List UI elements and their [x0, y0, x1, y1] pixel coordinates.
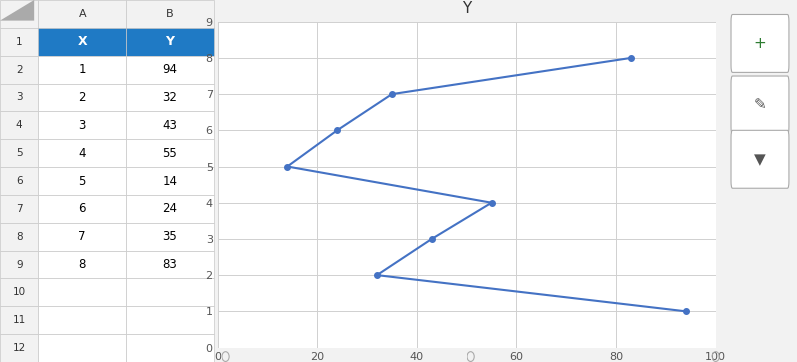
Bar: [38, 334, 126, 362]
Text: 4: 4: [16, 120, 22, 130]
Bar: [0, 84, 38, 111]
Text: 6: 6: [16, 176, 22, 186]
Bar: [126, 139, 214, 167]
Text: 8: 8: [79, 258, 86, 271]
Bar: [38, 28, 126, 56]
Bar: [38, 195, 126, 223]
Bar: [126, 28, 214, 56]
FancyBboxPatch shape: [731, 76, 789, 134]
Text: 7: 7: [78, 230, 86, 243]
Bar: [38, 84, 126, 111]
Bar: [0, 139, 38, 167]
Bar: [0, 306, 38, 334]
Text: 14: 14: [163, 174, 177, 188]
Text: 9: 9: [16, 260, 22, 270]
Bar: [0, 334, 38, 362]
Text: 3: 3: [79, 119, 86, 132]
Bar: [126, 306, 214, 334]
Bar: [38, 0, 126, 28]
Bar: [0, 167, 38, 195]
Text: 35: 35: [163, 230, 177, 243]
Text: 55: 55: [163, 147, 177, 160]
Bar: [0, 0, 38, 28]
Bar: [38, 167, 126, 195]
Text: 3: 3: [16, 92, 22, 102]
Text: 1: 1: [78, 63, 86, 76]
Text: 2: 2: [78, 91, 86, 104]
Text: 2: 2: [16, 64, 22, 75]
Text: 7: 7: [16, 204, 22, 214]
Bar: [126, 56, 214, 84]
Text: A: A: [78, 9, 86, 19]
Text: 5: 5: [79, 174, 86, 188]
Bar: [126, 251, 214, 278]
Text: 6: 6: [78, 202, 86, 215]
Bar: [38, 139, 126, 167]
Title: Y: Y: [462, 1, 471, 16]
Text: ▼: ▼: [754, 152, 766, 167]
Bar: [126, 84, 214, 111]
Bar: [126, 223, 214, 251]
Bar: [126, 0, 214, 28]
Bar: [38, 306, 126, 334]
Text: 43: 43: [163, 119, 177, 132]
Text: 5: 5: [16, 148, 22, 158]
Bar: [0, 195, 38, 223]
Bar: [38, 223, 126, 251]
Text: X: X: [77, 35, 87, 48]
Bar: [0, 28, 38, 56]
Text: 4: 4: [78, 147, 86, 160]
Bar: [126, 111, 214, 139]
Text: 83: 83: [163, 258, 177, 271]
Polygon shape: [0, 0, 34, 21]
Bar: [0, 111, 38, 139]
FancyBboxPatch shape: [731, 14, 789, 72]
Text: 32: 32: [163, 91, 177, 104]
Text: +: +: [754, 36, 767, 51]
Text: 12: 12: [13, 343, 26, 353]
Bar: [126, 195, 214, 223]
Bar: [126, 167, 214, 195]
Text: Y: Y: [165, 35, 175, 48]
Text: 24: 24: [163, 202, 177, 215]
FancyBboxPatch shape: [731, 130, 789, 188]
Bar: [0, 278, 38, 306]
Bar: [0, 223, 38, 251]
Text: 1: 1: [16, 37, 22, 47]
Bar: [38, 251, 126, 278]
Text: 94: 94: [163, 63, 177, 76]
Bar: [126, 278, 214, 306]
Text: B: B: [166, 9, 174, 19]
Bar: [38, 111, 126, 139]
Bar: [0, 251, 38, 278]
Text: ✎: ✎: [754, 97, 767, 113]
Bar: [38, 278, 126, 306]
Bar: [126, 334, 214, 362]
Text: 11: 11: [13, 315, 26, 325]
Text: 10: 10: [13, 287, 26, 298]
Text: 8: 8: [16, 232, 22, 242]
Bar: [0, 56, 38, 84]
Bar: [38, 56, 126, 84]
